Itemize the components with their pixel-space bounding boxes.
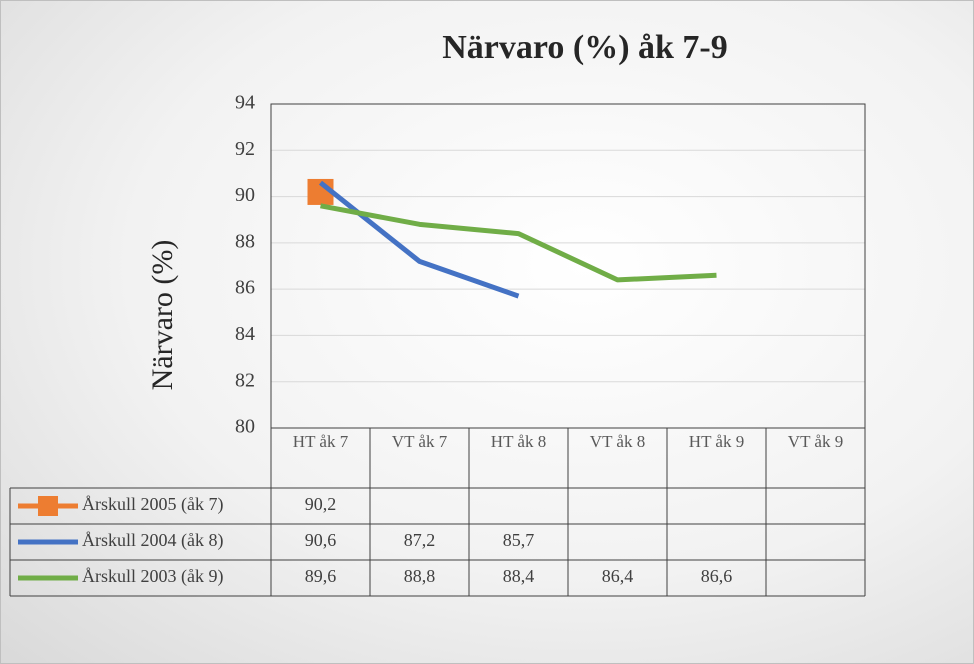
table-value: 88,8 (404, 566, 436, 586)
y-axis-label: Närvaro (%) (146, 240, 179, 391)
x-tick-label: VT åk 8 (589, 432, 646, 451)
y-tick-label: 94 (235, 92, 255, 114)
plot-border (270, 103, 866, 429)
y-tick-label: 82 (235, 369, 255, 391)
x-tick-label: VT åk 7 (391, 432, 448, 451)
x-tick-label: HT åk 7 (292, 432, 349, 451)
table-value: 87,2 (404, 530, 436, 550)
table-value: 86,6 (701, 566, 733, 586)
y-tick-label: 92 (235, 138, 255, 160)
table-value: 86,4 (602, 566, 634, 586)
x-tick-label: VT åk 9 (787, 432, 844, 451)
chart-title: Närvaro (%) åk 7-9 (442, 29, 728, 66)
y-tick-label: 88 (235, 230, 255, 252)
table-value: 90,6 (305, 530, 337, 550)
table-value: 88,4 (503, 566, 535, 586)
legend-label: Årskull 2004 (åk 8) (82, 530, 223, 551)
y-tick-label: 86 (235, 277, 255, 299)
table-value: 85,7 (503, 530, 535, 550)
x-tick-label: HT åk 9 (688, 432, 745, 451)
x-tick-label: HT åk 8 (490, 432, 547, 451)
legend-label: Årskull 2005 (åk 7) (82, 494, 223, 515)
y-tick-label: 80 (235, 416, 255, 438)
series-line (320, 203, 717, 283)
table-value: 90,2 (305, 494, 337, 514)
y-tick-label: 84 (235, 323, 255, 345)
legend-label: Årskull 2003 (åk 9) (82, 566, 223, 587)
legend-marker (38, 496, 58, 516)
y-tick-label: 90 (235, 184, 255, 206)
table-value: 89,6 (305, 566, 337, 586)
series-line (318, 180, 520, 299)
